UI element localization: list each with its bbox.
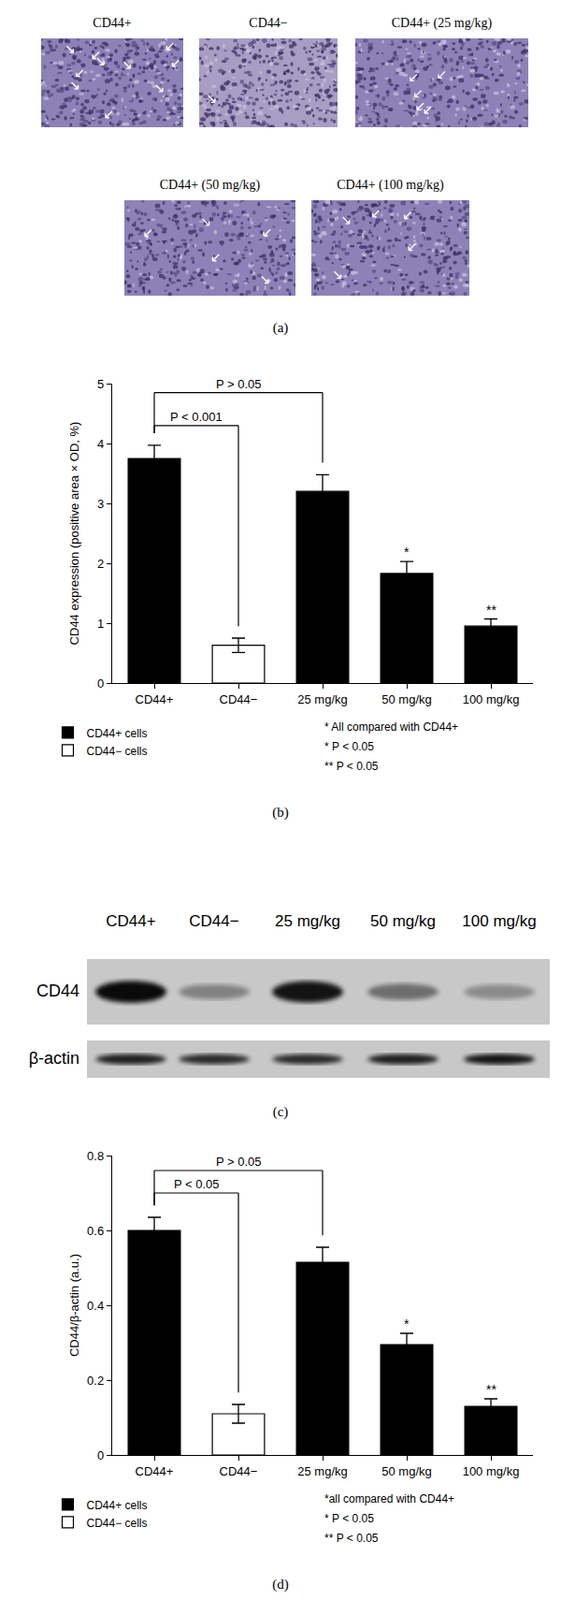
svg-text:*: * — [403, 544, 410, 560]
svg-text:0.2: 0.2 — [86, 1372, 104, 1387]
html-text:CD44+: CD44+ — [105, 911, 156, 930]
html-text:CD44+ (25 mg/kg): CD44+ (25 mg/kg) — [391, 15, 492, 30]
svg-text:* P < 0.05: * P < 0.05 — [324, 1510, 374, 1525]
svg-text:** P < 0.05: ** P < 0.05 — [324, 759, 379, 773]
svg-text:CD44−: CD44− — [219, 691, 259, 706]
svg-text:100 mg/kg: 100 mg/kg — [462, 691, 520, 706]
svg-text:P < 0.001: P < 0.001 — [170, 409, 223, 424]
html-text:CD44+ (100 mg/kg): CD44+ (100 mg/kg) — [336, 177, 444, 192]
html-text:50 mg/kg: 50 mg/kg — [370, 911, 436, 930]
svg-text:4: 4 — [97, 436, 104, 451]
html-text:(b): (b) — [272, 804, 289, 820]
svg-text:5: 5 — [97, 376, 104, 391]
svg-text:CD44/β-actin (a.u.): CD44/β-actin (a.u.) — [67, 1252, 82, 1356]
svg-text:0: 0 — [97, 1447, 104, 1462]
html-text:100 mg/kg: 100 mg/kg — [462, 911, 537, 930]
svg-text:CD44+: CD44+ — [135, 691, 174, 706]
svg-text:0.6: 0.6 — [86, 1222, 104, 1238]
svg-text:1: 1 — [97, 616, 104, 631]
svg-text:P < 0.05: P < 0.05 — [173, 1176, 220, 1191]
html-text:CD44−: CD44− — [248, 15, 288, 30]
html-text:CD44+: CD44+ — [92, 15, 132, 30]
svg-text:P > 0.05: P > 0.05 — [215, 1153, 262, 1168]
svg-text:**: ** — [486, 602, 497, 618]
svg-text:**: ** — [486, 1380, 497, 1396]
svg-text:0: 0 — [97, 676, 104, 691]
svg-text:* All compared with CD44+: * All compared with CD44+ — [324, 719, 459, 734]
svg-text:CD44+ cells: CD44+ cells — [86, 1497, 148, 1511]
svg-text:* P < 0.05: * P < 0.05 — [324, 739, 374, 753]
svg-text:2: 2 — [97, 556, 104, 571]
svg-text:50 mg/kg: 50 mg/kg — [381, 1463, 432, 1478]
svg-text:0.8: 0.8 — [86, 1148, 104, 1163]
svg-text:P > 0.05: P > 0.05 — [215, 376, 262, 391]
svg-text:3: 3 — [97, 496, 104, 511]
html-text:(a): (a) — [272, 319, 289, 335]
svg-text:CD44−: CD44− — [219, 1463, 259, 1478]
svg-text:CD44+: CD44+ — [135, 1463, 174, 1478]
html-text:(d): (d) — [272, 1575, 289, 1591]
svg-text:*all compared with CD44+: *all compared with CD44+ — [324, 1491, 455, 1505]
html-text:CD44−: CD44− — [189, 911, 240, 930]
svg-text:CD44 expression (positive area: CD44 expression (positive area × OD, %) — [67, 421, 82, 646]
html-text:25 mg/kg: 25 mg/kg — [274, 911, 341, 930]
svg-text:50 mg/kg: 50 mg/kg — [381, 691, 432, 706]
svg-text:CD44+ cells: CD44+ cells — [86, 726, 148, 740]
html-text:(c): (c) — [272, 1103, 289, 1119]
svg-text:** P < 0.05: ** P < 0.05 — [324, 1530, 379, 1544]
svg-text:CD44− cells: CD44− cells — [86, 1515, 148, 1529]
svg-text:25 mg/kg: 25 mg/kg — [297, 691, 347, 706]
svg-text:*: * — [403, 1315, 410, 1331]
svg-text:100 mg/kg: 100 mg/kg — [462, 1463, 520, 1478]
svg-text:CD44− cells: CD44− cells — [86, 744, 148, 758]
html-text:CD44+ (50 mg/kg): CD44+ (50 mg/kg) — [159, 177, 261, 192]
svg-text:0.4: 0.4 — [86, 1297, 104, 1312]
svg-text:25 mg/kg: 25 mg/kg — [297, 1463, 347, 1478]
html-text:CD44: CD44 — [36, 980, 80, 1000]
html-text:β-actin: β-actin — [28, 1048, 80, 1067]
